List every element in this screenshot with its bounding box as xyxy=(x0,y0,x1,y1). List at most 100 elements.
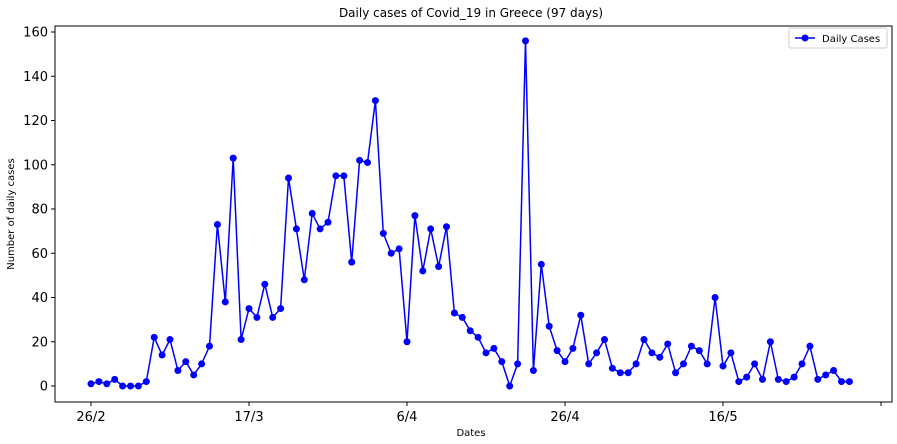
data-point xyxy=(127,382,134,390)
data-point xyxy=(648,349,656,357)
data-point xyxy=(450,309,458,317)
x-tick-label: 6/4 xyxy=(397,410,418,425)
data-point xyxy=(395,245,403,253)
data-point xyxy=(830,367,838,375)
data-point xyxy=(751,360,759,368)
data-point xyxy=(269,313,277,321)
data-point xyxy=(656,353,664,361)
y-axis: 0 20 40 60 80 100 120 140 160 xyxy=(23,26,55,395)
data-point xyxy=(458,313,466,321)
series-layer xyxy=(87,37,853,390)
y-tick-label: 60 xyxy=(31,247,48,262)
data-point xyxy=(593,349,601,357)
data-point xyxy=(308,209,316,217)
data-point xyxy=(498,358,506,366)
series-line-daily-cases xyxy=(90,40,850,387)
x-tick-label: 17/3 xyxy=(234,410,263,425)
data-point xyxy=(166,336,174,344)
data-point xyxy=(182,358,190,366)
data-point xyxy=(356,156,364,164)
y-tick-label: 0 xyxy=(40,380,48,395)
data-point xyxy=(608,364,616,372)
data-point xyxy=(316,225,324,233)
data-point xyxy=(190,371,198,379)
data-point xyxy=(142,378,150,386)
data-point xyxy=(680,360,687,368)
data-point xyxy=(150,333,158,341)
x-tick-label: 16/5 xyxy=(708,410,737,425)
data-point xyxy=(411,212,419,220)
y-tick-label: 20 xyxy=(31,335,48,350)
data-point xyxy=(822,371,830,379)
data-point xyxy=(569,344,577,352)
data-point xyxy=(624,369,632,377)
y-tick-label: 100 xyxy=(23,158,48,173)
legend: Daily Cases xyxy=(788,27,888,49)
x-axis-label: Dates xyxy=(456,428,485,439)
data-point xyxy=(790,373,798,381)
data-point xyxy=(672,369,680,377)
data-point xyxy=(474,333,482,341)
y-tick-label: 40 xyxy=(31,291,48,306)
data-point xyxy=(616,369,624,377)
data-point xyxy=(277,305,285,313)
data-point xyxy=(87,380,95,388)
data-point xyxy=(387,249,395,257)
data-point xyxy=(727,349,735,357)
data-point xyxy=(798,360,806,368)
data-point xyxy=(774,375,782,383)
y-tick-label: 140 xyxy=(23,70,48,85)
legend-marker-swatch xyxy=(801,34,809,42)
data-point xyxy=(292,225,300,233)
plot-frame xyxy=(54,25,893,403)
data-point xyxy=(466,327,474,335)
y-tick-label: 160 xyxy=(23,26,48,41)
data-point xyxy=(198,360,206,368)
data-point xyxy=(364,159,371,167)
data-point xyxy=(103,380,111,388)
data-point xyxy=(300,276,308,284)
data-point xyxy=(703,360,711,368)
data-point xyxy=(687,342,695,350)
data-point xyxy=(782,378,790,386)
data-point xyxy=(371,97,379,105)
data-point xyxy=(213,220,221,228)
data-point xyxy=(735,378,743,386)
data-point xyxy=(206,342,213,350)
data-point xyxy=(427,225,435,233)
data-point xyxy=(640,336,648,344)
data-point xyxy=(766,338,774,346)
legend-box xyxy=(788,27,888,49)
data-point xyxy=(601,336,608,344)
data-point xyxy=(403,338,411,346)
data-point xyxy=(348,258,356,266)
data-point xyxy=(561,358,569,366)
data-point xyxy=(229,154,237,162)
data-point xyxy=(111,375,119,383)
data-point xyxy=(119,382,127,390)
data-point xyxy=(237,336,245,344)
data-point xyxy=(514,360,522,368)
data-point xyxy=(134,382,142,390)
data-point xyxy=(482,349,490,357)
x-tick-label: 26/4 xyxy=(550,410,579,425)
data-point xyxy=(522,37,529,45)
data-point xyxy=(435,263,443,271)
data-point xyxy=(545,322,553,330)
y-tick-label: 80 xyxy=(31,203,48,218)
data-point xyxy=(261,280,269,288)
y-tick-label: 120 xyxy=(23,114,48,129)
data-point xyxy=(711,294,719,301)
data-point xyxy=(585,360,593,368)
data-point xyxy=(158,351,166,359)
data-point xyxy=(719,362,727,370)
data-point xyxy=(553,347,561,355)
data-point xyxy=(340,172,348,180)
data-point xyxy=(743,373,751,381)
data-point xyxy=(537,260,545,268)
chart-title: Daily cases of Covid_19 in Greece (97 da… xyxy=(339,6,603,20)
data-point xyxy=(814,375,822,383)
data-point xyxy=(529,367,537,375)
data-point xyxy=(221,298,229,306)
